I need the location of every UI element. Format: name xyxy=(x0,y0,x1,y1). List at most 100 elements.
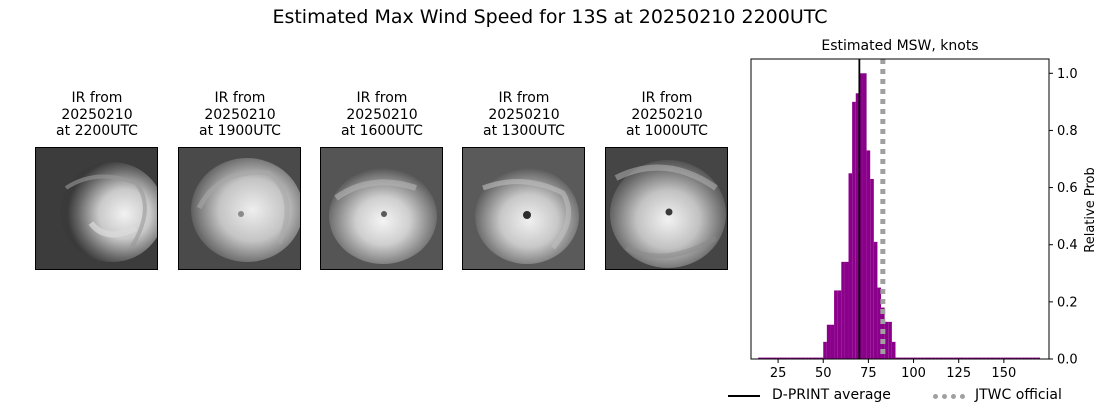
histogram-bar xyxy=(1021,357,1026,359)
panel-title-4-line1: IR from xyxy=(498,90,550,106)
histogram-bar xyxy=(797,357,802,359)
panel-title-5-line2: 20250210 xyxy=(631,106,703,123)
histogram-bar xyxy=(794,357,798,359)
histogram-bar xyxy=(848,173,853,359)
y-axis-label: Relative Prob xyxy=(1083,167,1098,252)
ir-image-1900utc xyxy=(178,147,301,270)
histogram-bar xyxy=(779,357,784,359)
panel-title-2-line2: 20250210 xyxy=(204,106,276,123)
histogram-bar xyxy=(852,101,856,359)
histogram-bar xyxy=(1014,357,1019,359)
y-tick-label: 1.0 xyxy=(1057,67,1078,82)
histogram-bar xyxy=(895,357,900,359)
ir-image-1600utc xyxy=(320,147,443,270)
histogram-bar xyxy=(942,357,947,359)
histogram-bar xyxy=(917,357,921,359)
histogram-bar xyxy=(891,341,896,359)
y-tick-label: 0.8 xyxy=(1057,124,1078,139)
histogram-bar xyxy=(953,357,957,359)
x-tick-label: 100 xyxy=(901,366,926,381)
histogram-bar xyxy=(974,357,979,359)
chart-title: Estimated MSW, knots xyxy=(821,38,978,54)
histogram-bar xyxy=(862,73,867,360)
histogram-bar xyxy=(906,357,910,359)
y-tick-label: 0.2 xyxy=(1057,295,1078,310)
histogram-bar xyxy=(772,357,777,359)
histogram-bar xyxy=(776,357,780,359)
panel-title-1-line1: IR from xyxy=(71,90,123,106)
ir-image-1000utc xyxy=(605,147,728,270)
histogram-bar xyxy=(902,357,907,359)
histogram-bar xyxy=(884,321,889,359)
histogram-bar xyxy=(996,357,1001,359)
histogram-bar xyxy=(1011,357,1015,359)
histogram-bar xyxy=(924,357,928,359)
histogram-bar xyxy=(870,179,874,359)
histogram-bar xyxy=(801,357,806,359)
histogram-bar xyxy=(1018,357,1022,359)
histogram-bar xyxy=(826,324,831,359)
histogram-bar xyxy=(877,287,882,359)
panel-title-2: IR from 20250210 at 1900UTC xyxy=(170,90,310,140)
panel-title-3: IR from 20250210 at 1600UTC xyxy=(312,90,452,140)
figure-title: Estimated Max Wind Speed for 13S at 2025… xyxy=(272,6,828,28)
histogram-bar xyxy=(769,357,773,359)
panel-title-1-line2: 20250210 xyxy=(61,106,133,123)
x-tick-label: 25 xyxy=(770,366,787,381)
histogram-bar xyxy=(1036,357,1040,359)
histogram-bar xyxy=(823,341,827,359)
histogram-bar xyxy=(1025,357,1030,359)
histogram-bar xyxy=(1000,357,1004,359)
histogram-bar xyxy=(787,357,791,359)
ir-image-1300utc xyxy=(462,147,585,270)
panel-title-3-line3: at 1600UTC xyxy=(341,123,423,139)
histogram-bar xyxy=(1007,357,1012,359)
histogram-bar xyxy=(960,357,965,359)
histogram-bar xyxy=(790,357,795,359)
histogram-bar xyxy=(899,357,903,359)
histogram-bar xyxy=(989,357,994,359)
histogram-bar xyxy=(873,241,878,359)
panel-title-5-line1: IR from xyxy=(641,90,693,106)
legend-dprint-label: D-PRINT average xyxy=(772,387,891,403)
legend-jtwc-swatch xyxy=(933,394,965,399)
histogram-bar xyxy=(964,357,968,359)
y-tick-label: 0.6 xyxy=(1057,181,1078,196)
histogram-bar xyxy=(819,357,824,359)
y-tick-label: 0.4 xyxy=(1057,238,1078,253)
histogram-bar xyxy=(830,324,835,359)
histogram-bar xyxy=(971,357,975,359)
histogram-bar xyxy=(946,357,950,359)
histogram-bar xyxy=(761,357,766,359)
histogram-bar xyxy=(956,357,961,359)
histogram-bar xyxy=(931,357,936,359)
histogram-bar xyxy=(938,357,943,359)
histogram-bar xyxy=(967,357,972,359)
histogram-bar xyxy=(765,357,770,359)
histogram-bar xyxy=(982,357,986,359)
histogram-bar xyxy=(805,357,809,359)
histogram-bar xyxy=(1003,357,1008,359)
histogram-bar xyxy=(1029,357,1033,359)
x-tick-label: 50 xyxy=(815,366,832,381)
panel-title-2-line1: IR from xyxy=(214,90,266,106)
ir-image-2200utc xyxy=(35,147,158,270)
x-tick-label: 75 xyxy=(860,366,877,381)
panel-title-1-line3: at 2200UTC xyxy=(56,123,138,139)
panel-title-2-line3: at 1900UTC xyxy=(199,123,281,139)
panel-title-4: IR from 20250210 at 1300UTC xyxy=(454,90,594,140)
histogram-bar xyxy=(844,261,849,359)
histogram-bar xyxy=(808,357,813,359)
legend-dprint-swatch xyxy=(728,395,760,397)
panel-title-4-line2: 20250210 xyxy=(488,106,560,123)
histogram-bar xyxy=(837,290,842,359)
histogram-bar xyxy=(859,73,863,360)
histogram-bar xyxy=(888,321,892,359)
histogram-bar xyxy=(812,357,817,359)
histogram-bar xyxy=(978,357,983,359)
x-tick-label: 150 xyxy=(991,366,1016,381)
plot-frame xyxy=(750,58,1050,360)
legend-jtwc-label: JTWC official xyxy=(975,387,1062,403)
histogram-bar xyxy=(949,357,954,359)
